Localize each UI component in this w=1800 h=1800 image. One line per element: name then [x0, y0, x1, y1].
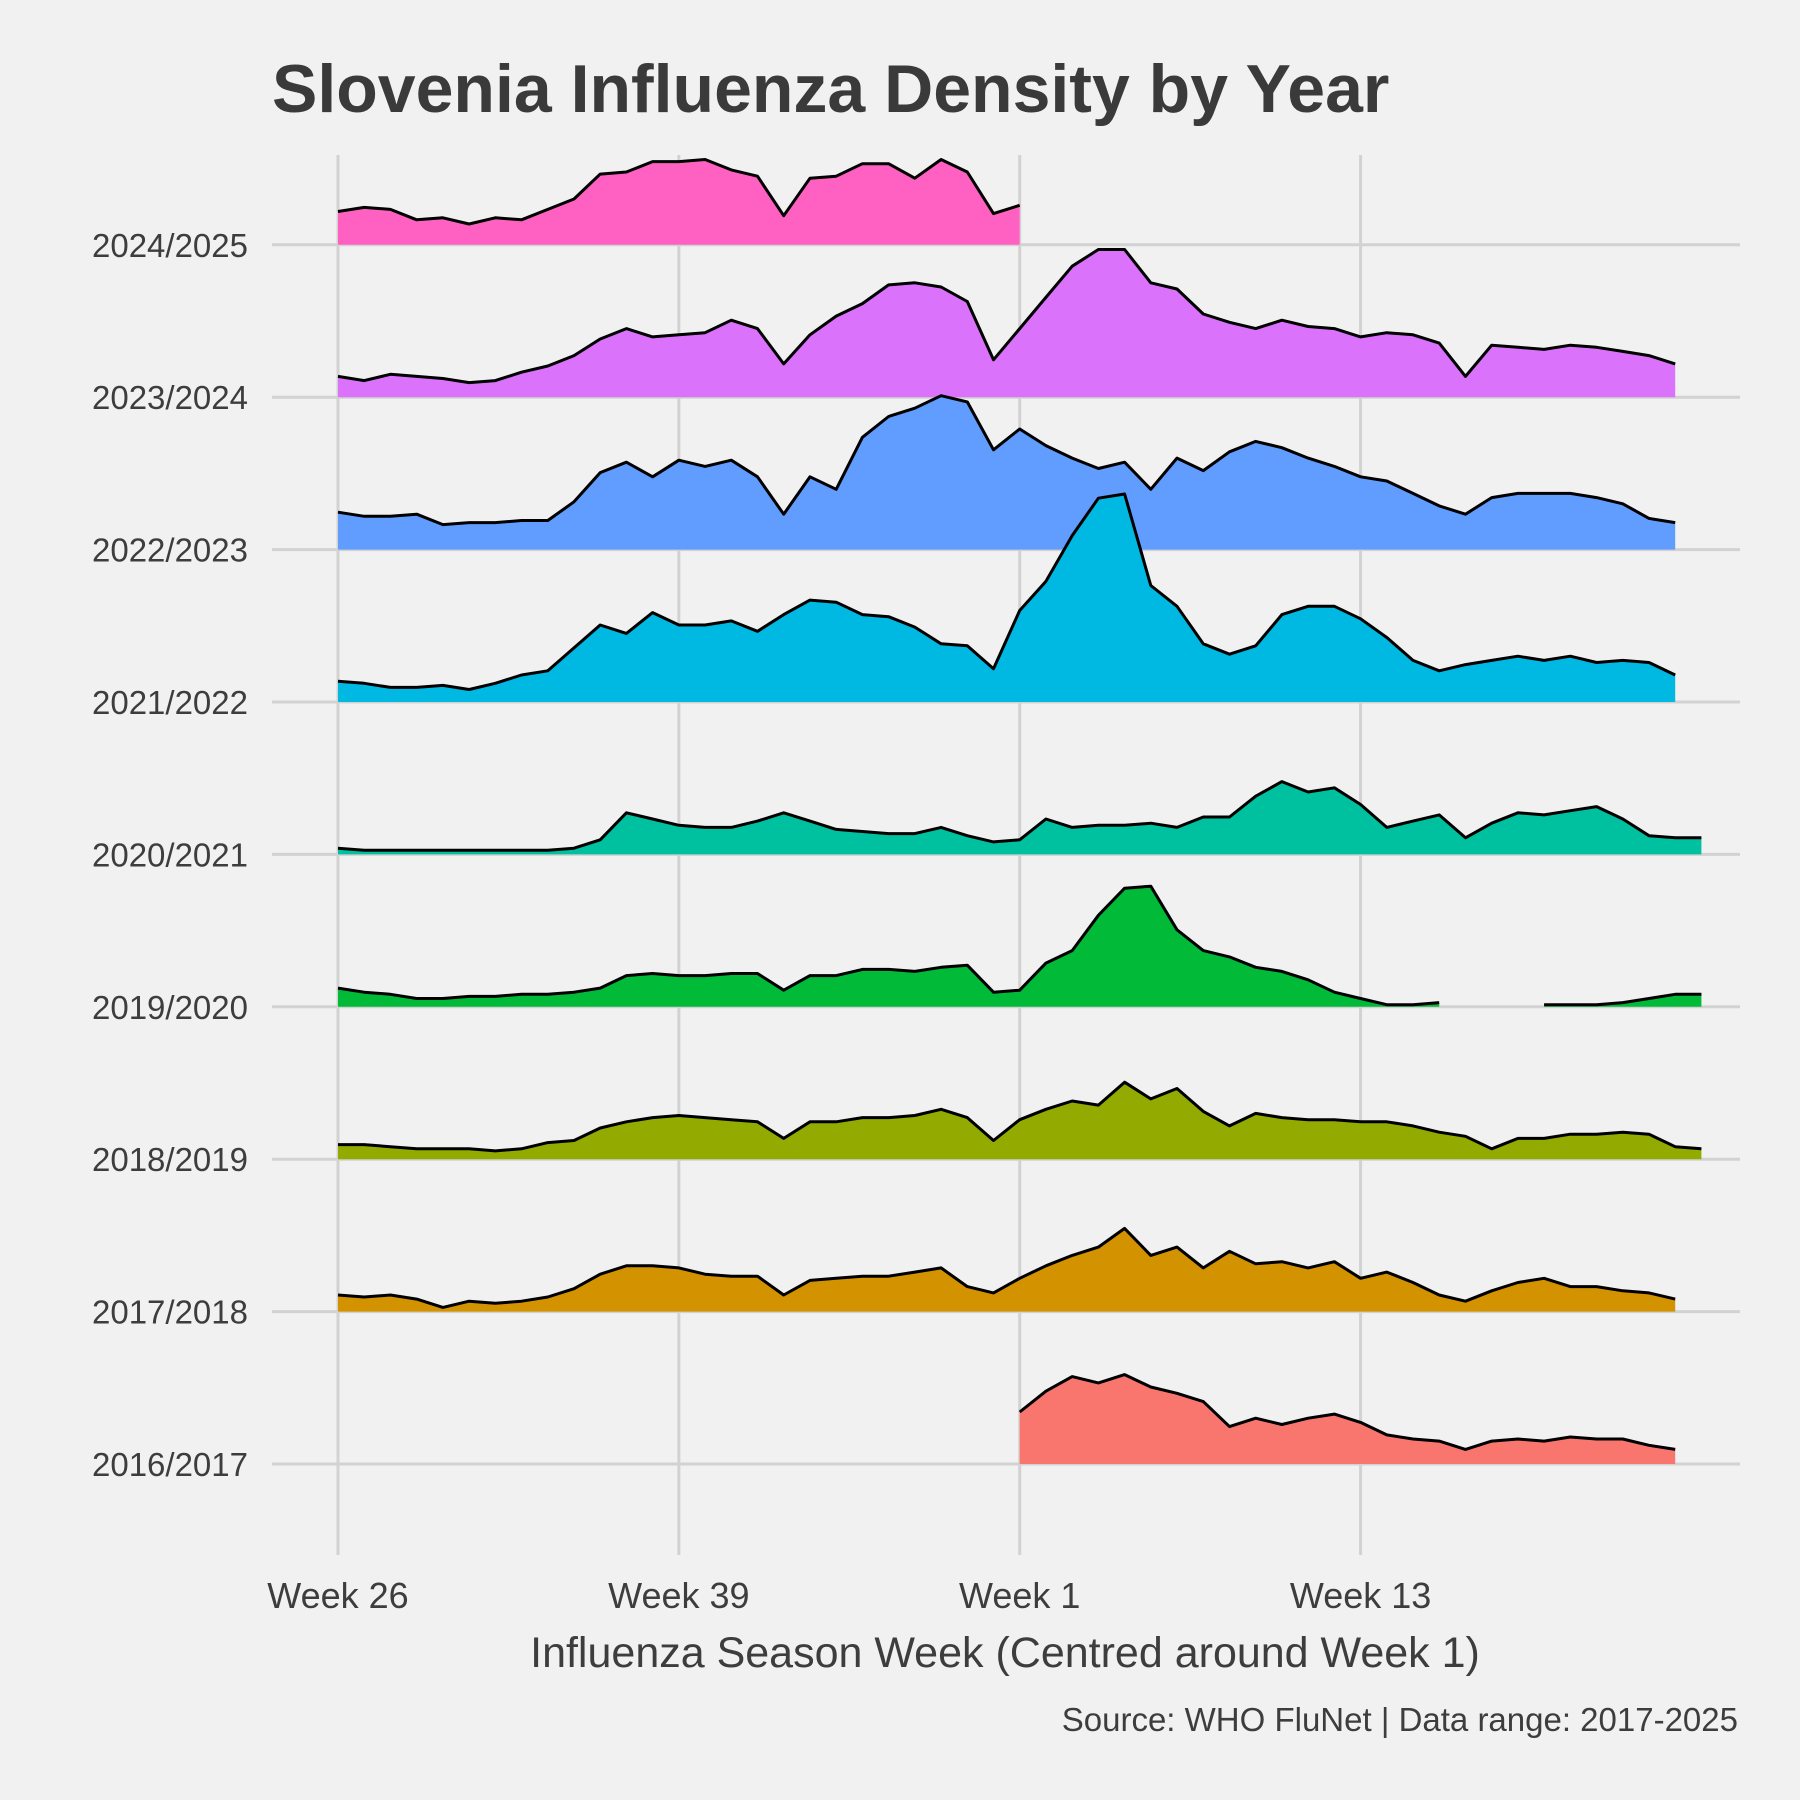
ridge-2018-2019	[338, 1080, 1702, 1160]
y-tick-label-2020-2021: 2020/2021	[92, 836, 248, 873]
y-tick-labels: 2016/2017 2017/2018 2018/2019 2019/2020 2020…	[92, 227, 248, 1483]
y-tick-label-2019-2020: 2019/2020	[92, 989, 248, 1026]
ridge-line-2017-2018-1	[337, 1226, 1676, 1309]
y-tick-label-2022-2023: 2022/2023	[92, 532, 248, 569]
x-tick-label-3: Week 1	[959, 1575, 1080, 1616]
ridge-area-2019-2020-1	[338, 886, 1440, 1007]
ridge-line-2021-2022-1	[337, 492, 1676, 691]
ridge-area-2023-2024-1	[338, 249, 1676, 398]
x-axis-label: Influenza Season Week (Centred around We…	[530, 1629, 1480, 1677]
y-tick-label-2016-2017: 2016/2017	[92, 1446, 248, 1483]
ridge-2021-2022	[337, 492, 1676, 702]
chart-caption: Source: WHO FluNet | Data range: 2017-20…	[1062, 1701, 1738, 1738]
x-tick-labels: Week 26 Week 39 Week 1 Week 13	[267, 1575, 1431, 1616]
x-tick-label-4: Week 13	[1290, 1575, 1431, 1616]
ridge-line-2016-2017-1	[1018, 1373, 1676, 1451]
ridge-line-2019-2020-1	[337, 884, 1440, 1007]
ridge-area-2017-2018-1	[338, 1228, 1676, 1312]
ridge-line-2020-2021-1	[337, 780, 1702, 852]
ridge-area-2024-2025-1	[338, 159, 1020, 245]
y-tick-label-2018-2019: 2018/2019	[92, 1141, 248, 1178]
ridge-line-2022-2023-1	[337, 394, 1676, 527]
y-tick-label-2017-2018: 2017/2018	[92, 1294, 248, 1331]
chart-title: Slovenia Influenza Density by Year	[272, 51, 1389, 127]
ridge-2016-2017	[1018, 1373, 1676, 1464]
ridge-2022-2023	[337, 394, 1676, 550]
ridge-2023-2024	[337, 248, 1676, 398]
ridge-line-2024-2025-1	[337, 158, 1021, 226]
y-tick-label-2023-2024: 2023/2024	[92, 379, 248, 416]
ridges	[337, 158, 1702, 1464]
ridge-line-2019-2020-2	[1544, 992, 1702, 1007]
ridge-area-2022-2023-1	[338, 395, 1676, 550]
ridge-2020-2021	[337, 780, 1702, 855]
y-tick-label-2024-2025: 2024/2025	[92, 227, 248, 264]
ridge-2019-2020	[337, 884, 1702, 1007]
x-tick-label-1: Week 26	[267, 1575, 408, 1616]
x-tick-label-2: Week 39	[608, 1575, 749, 1616]
ridge-2024-2025	[337, 158, 1021, 245]
ridge-area-2020-2021-1	[338, 781, 1702, 855]
y-tick-label-2021-2022: 2021/2022	[92, 684, 248, 721]
ridge-line-2023-2024-1	[337, 248, 1676, 385]
ridge-line-2018-2019-1	[338, 1080, 1702, 1153]
ridge-2017-2018	[337, 1226, 1676, 1312]
ridge-area-2021-2022-1	[338, 494, 1676, 702]
